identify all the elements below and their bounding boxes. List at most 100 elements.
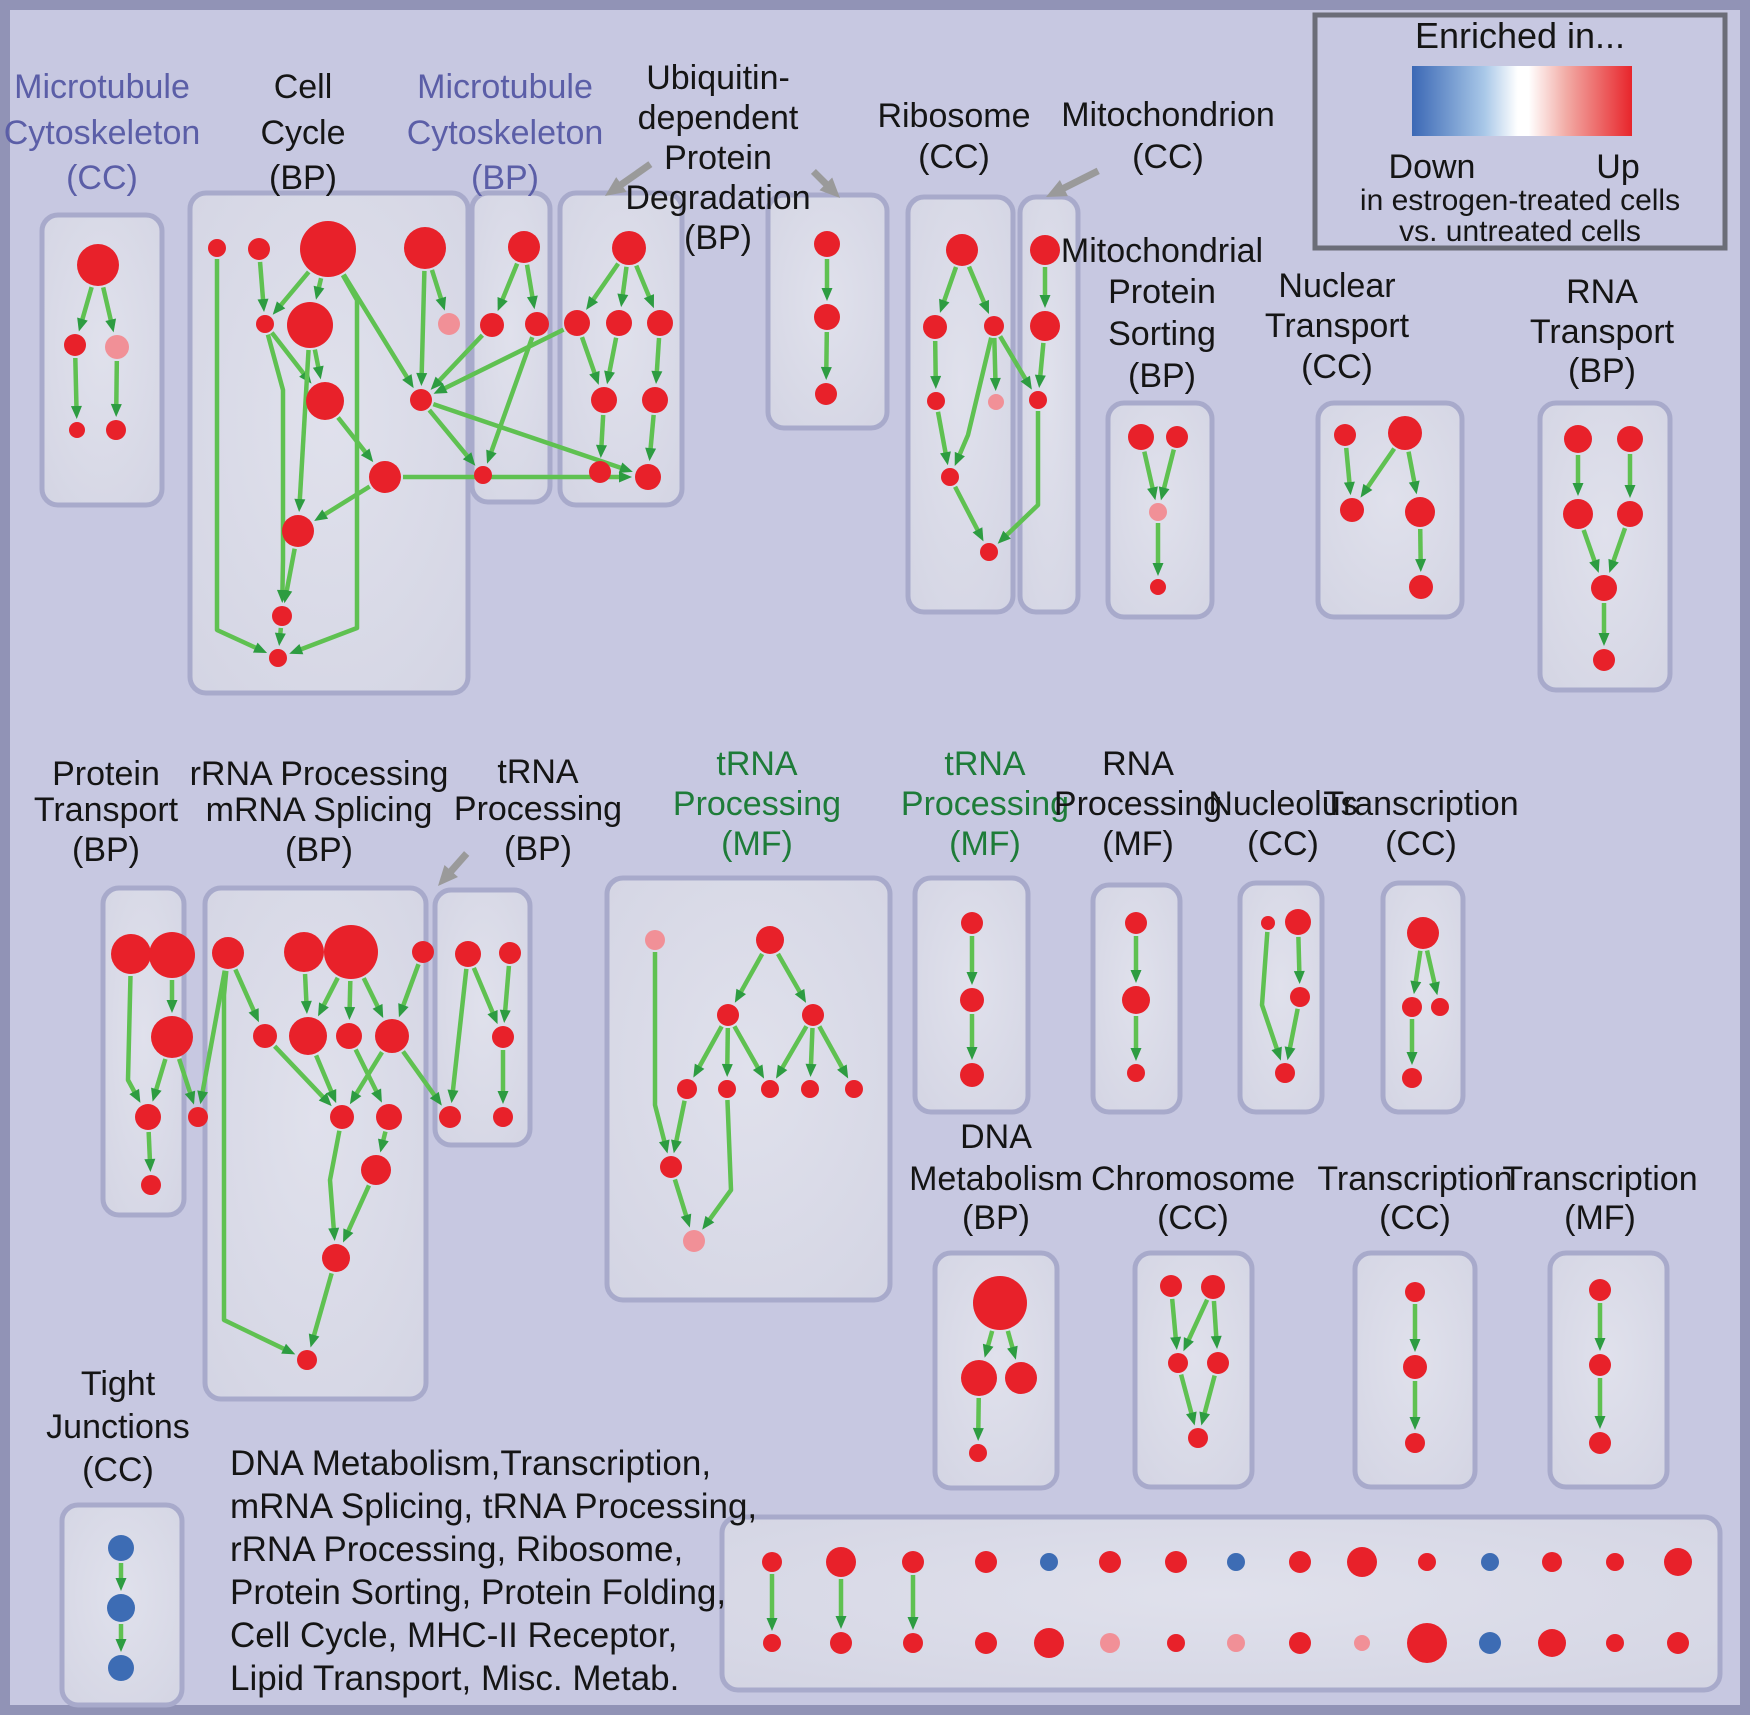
edge-trna-processing-mf-1-11-head [702, 1215, 715, 1230]
node-cell-cycle-5 [287, 302, 333, 348]
label-nuclear-transport-line2: (CC) [1301, 348, 1373, 386]
edge-trna-processing-bp-0-shaft [471, 966, 496, 1015]
gray-arrow-ubiquitin-to-right-box-shaft [810, 168, 830, 188]
edge-ribosome-4-shaft [956, 337, 994, 457]
edge-ribosome-6-head [972, 527, 984, 542]
node-bottom-top-8 [1289, 1551, 1311, 1573]
cluster-box-nucleolus [1237, 880, 1325, 1115]
edge-trna-processing-mf-1-0-head [734, 988, 746, 1003]
edge-microtubule-cc-2-shaft [73, 357, 79, 409]
edge-rna-processing-mf-0-head [1130, 970, 1142, 983]
node-trna-processing-mf-1-2 [717, 1004, 739, 1026]
edge-cell-cycle-1-head [272, 301, 286, 315]
edge-trna-processing-mf-1-11-shaft [706, 1099, 734, 1223]
edge-bottom-col-0-head [766, 1618, 778, 1631]
node-trna-processing-mf-1-9 [660, 1156, 682, 1178]
node-nuclear-transport-4 [1409, 575, 1433, 599]
edge-cell-cycle-13-shaft [265, 334, 286, 593]
node-bottom-top-5 [1099, 1551, 1121, 1573]
edge-rna-transport-4-head [1598, 633, 1610, 646]
label-chromosome-line0: Chromosome [1091, 1160, 1295, 1198]
edge-chromosome-1-shaft [1185, 1298, 1210, 1343]
cluster-box-nuclear-transport [1315, 400, 1465, 620]
gray-arrow-ubiquitin-to-right-box-head [819, 177, 840, 198]
legend-title: Enriched in... [1415, 15, 1625, 56]
edge-rna-transport-0-head [1572, 483, 1584, 496]
node-mitochondrial-protein-sorting-0 [1128, 424, 1154, 450]
node-cell-cycle-6 [438, 313, 460, 335]
node-ribosome-1 [923, 315, 947, 339]
edge-microtubule-cc-0-shaft [79, 286, 94, 322]
label-dna-metabolism-line0: DNA [960, 1118, 1032, 1156]
edge-ribosome-5-shaft [935, 411, 949, 455]
edge-chromosome-3-shaft [1178, 1374, 1194, 1416]
label-rna-processing-mf-line1: Processing [1054, 785, 1222, 823]
edge-chromosome-2-head [1210, 1335, 1222, 1350]
label-microtubule-bp-line1: Cytoskeleton [407, 114, 604, 152]
edge-rrna-processing-mrna-splicing-13-head [343, 1228, 354, 1243]
label-transcription-mf-row3-line1: (MF) [1564, 1199, 1636, 1237]
edge-cell-cycle-8-shaft [297, 349, 311, 502]
edge-cell-cycle-3-head [402, 374, 414, 389]
edge-cell-cycle-14-shaft [214, 259, 259, 651]
edge-cell-cycle-4-head [435, 296, 447, 311]
node-ubiquitin-degradation-b-2 [815, 383, 837, 405]
node-bottom-top-2 [902, 1551, 924, 1573]
edge-rna-transport-2-shaft [1581, 529, 1598, 564]
cluster-box-rna-transport [1537, 400, 1673, 693]
edge-rrna-processing-mrna-splicing-7-shaft [273, 1044, 326, 1100]
edge-rrna-processing-mrna-splicing-13-shaft [345, 1184, 372, 1234]
edge-rrna-processing-mrna-splicing-5-shaft [361, 977, 381, 1010]
edge-cell-cycle-14-head [252, 642, 268, 653]
node-rna-transport-3 [1617, 501, 1643, 527]
label-nuclear-transport-line1: Transport [1265, 307, 1410, 345]
cross-edge-7-shaft [401, 1050, 438, 1098]
summary-text-line-0: DNA Metabolism,Transcription, [230, 1444, 711, 1483]
node-trna-processing-mf-1-4 [677, 1079, 697, 1099]
edge-tight-junctions-0-head [115, 1578, 127, 1591]
edge-tight-junctions-1-head [115, 1639, 127, 1652]
edge-microtubule-bp-2-head [486, 449, 497, 464]
edge-mitochondrial-protein-sorting-0-shaft [1142, 451, 1156, 491]
node-trna-processing-mf-1-3 [802, 1004, 824, 1026]
cross-edge-0-head [433, 383, 448, 394]
label-microtubule-bp-line2: (BP) [471, 159, 539, 197]
label-transcription-cc-row2-line0: Transcription [1323, 785, 1518, 823]
node-ubiquitin-degradation-b-1 [814, 304, 840, 330]
edge-dna-metabolism-1-head [1007, 1345, 1018, 1360]
edge-bottom-col-1-head [835, 1616, 847, 1629]
edge-transcription-cc-row2-1-shaft [1424, 950, 1438, 986]
edge-cell-cycle-6-head [312, 365, 324, 380]
edge-cell-cycle-15-shaft [298, 273, 360, 652]
cluster-box-dna-metabolism [932, 1250, 1060, 1491]
summary-text-line-5: Lipid Transport, Misc. Metab. [230, 1659, 679, 1698]
edge-rrna-processing-mrna-splicing-11-head [378, 1138, 389, 1153]
edge-rrna-processing-mrna-splicing-10-head [371, 1088, 382, 1103]
node-rrna-processing-mrna-splicing-3 [412, 941, 434, 963]
node-bottom-top-7 [1227, 1553, 1245, 1571]
gray-arrow-mitochondrion-to-box-head [1046, 180, 1068, 197]
node-cell-cycle-10 [282, 515, 314, 547]
summary-text-line-1: mRNA Splicing, tRNA Processing, [230, 1487, 757, 1526]
edge-cell-cycle-8-head [294, 498, 306, 513]
node-bottom-bot-4 [1034, 1628, 1064, 1658]
node-protein-transport-1 [149, 932, 195, 978]
node-transcription-mf-row3-2 [1589, 1432, 1611, 1454]
node-ribosome-6 [980, 543, 998, 561]
node-bottom-bot-9 [1354, 1635, 1370, 1651]
node-microtubule-bp-1 [480, 313, 504, 337]
node-rna-processing-mf-0 [1125, 912, 1147, 934]
node-bottom-bot-13 [1606, 1634, 1624, 1652]
edge-rrna-processing-mrna-splicing-6-shaft [400, 963, 421, 1008]
edge-rrna-processing-mrna-splicing-1-head [197, 1090, 209, 1105]
edge-protein-transport-2-shaft [153, 1058, 168, 1092]
node-chromosome-2 [1168, 1353, 1188, 1373]
edge-microtubule-cc-3-head [110, 403, 122, 418]
edge-cell-cycle-5-head [416, 372, 428, 387]
node-cell-cycle-3 [404, 227, 446, 269]
edge-dna-metabolism-0-head [982, 1343, 994, 1358]
edge-cell-cycle-10-shaft [322, 484, 371, 518]
node-mitochondrion-0 [1030, 235, 1060, 265]
